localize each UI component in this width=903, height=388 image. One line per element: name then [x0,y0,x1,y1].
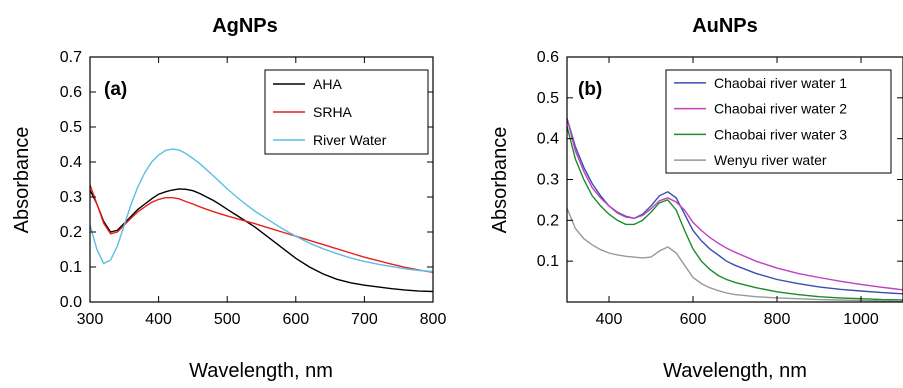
aunps-panel: AuNPs 400 600 800 1000 0.1 0.2 0.3 0.4 0.5 0.6 (b… [489,15,903,382]
aunps-y-tick-label: 0.2 [537,212,559,229]
aunps-title: AuNPs [692,15,758,37]
agnps-legend-label-2: River Water [313,132,387,148]
agnps-y-tick-label: 0.2 [60,224,82,241]
aunps-series-line-2 [566,126,903,301]
aunps-legend-label-0: Chaobai river water 1 [714,75,847,91]
aunps-y-tick-label: 0.5 [537,90,559,107]
agnps-y-tick-label: 0.7 [60,49,82,66]
agnps-plot-area: 300 400 500 600 700 800 0.0 0.1 0.2 0.3 0.4 0.5 0.6 0… [60,49,447,328]
agnps-x-tick-label: 500 [214,311,241,328]
aunps-y-tick-label: 0.4 [537,131,559,148]
aunps-legend-box [665,69,892,174]
agnps-y-tick-label: 0.1 [60,259,82,276]
agnps-plot-frame [89,56,434,303]
aunps-legend-label-3: Wenyu river water [714,152,827,168]
aunps-legend: Chaobai river water 1 Chaobai river water… [665,69,892,174]
aunps-y-axis-label: Absorbance [489,127,511,234]
aunps-legend-label-1: Chaobai river water 2 [714,101,847,117]
agnps-x-tick-label: 600 [282,311,309,328]
aunps-x-tick-label: 600 [680,311,707,328]
aunps-legend-label-2: Chaobai river water 3 [714,126,847,142]
aunps-x-tick-label: 1000 [843,311,879,328]
aunps-y-tick-label: 0.3 [537,172,559,189]
agnps-series-line-2 [89,148,434,273]
agnps-x-tick-label: 300 [77,311,104,328]
agnps-x-tick-label: 700 [351,311,378,328]
agnps-y-tick-label: 0.6 [60,84,82,101]
aunps-series-line-3 [566,207,903,302]
aunps-x-tick-label: 800 [764,311,791,328]
agnps-series-line-0 [89,188,434,293]
aunps-series-line-1 [566,118,903,291]
aunps-plot-frame [566,56,903,303]
agnps-title: AgNPs [212,15,278,37]
agnps-panel: AgNPs 300 400 500 600 700 800 0.0 0.1 0.2 0.3 0.4 0… [11,15,446,382]
agnps-y-tick-label: 0.4 [60,154,82,171]
aunps-panel-label: (b) [578,79,602,100]
agnps-legend-label-0: AHA [313,76,342,92]
agnps-legend: AHA SRHA River Water [264,69,429,155]
agnps-x-tick-label: 800 [420,311,447,328]
aunps-plot-area: 400 600 800 1000 0.1 0.2 0.3 0.4 0.5 0.6 [537,49,903,328]
agnps-y-axis-label: Absorbance [11,127,33,234]
agnps-y-tick-label: 0.3 [60,189,82,206]
agnps-x-tick-label: 400 [145,311,172,328]
agnps-legend-label-1: SRHA [313,104,353,120]
aunps-y-tick-label: 0.1 [537,253,559,270]
aunps-x-tick-label: 400 [596,311,623,328]
aunps-x-axis-label: Wavelength, nm [663,360,807,382]
agnps-y-tick-label: 0.0 [60,294,82,311]
agnps-series-line-1 [89,184,434,273]
agnps-panel-label: (a) [104,79,127,100]
aunps-y-tick-label: 0.6 [537,49,559,66]
agnps-x-axis-label: Wavelength, nm [189,360,333,382]
agnps-y-tick-label: 0.5 [60,119,82,136]
